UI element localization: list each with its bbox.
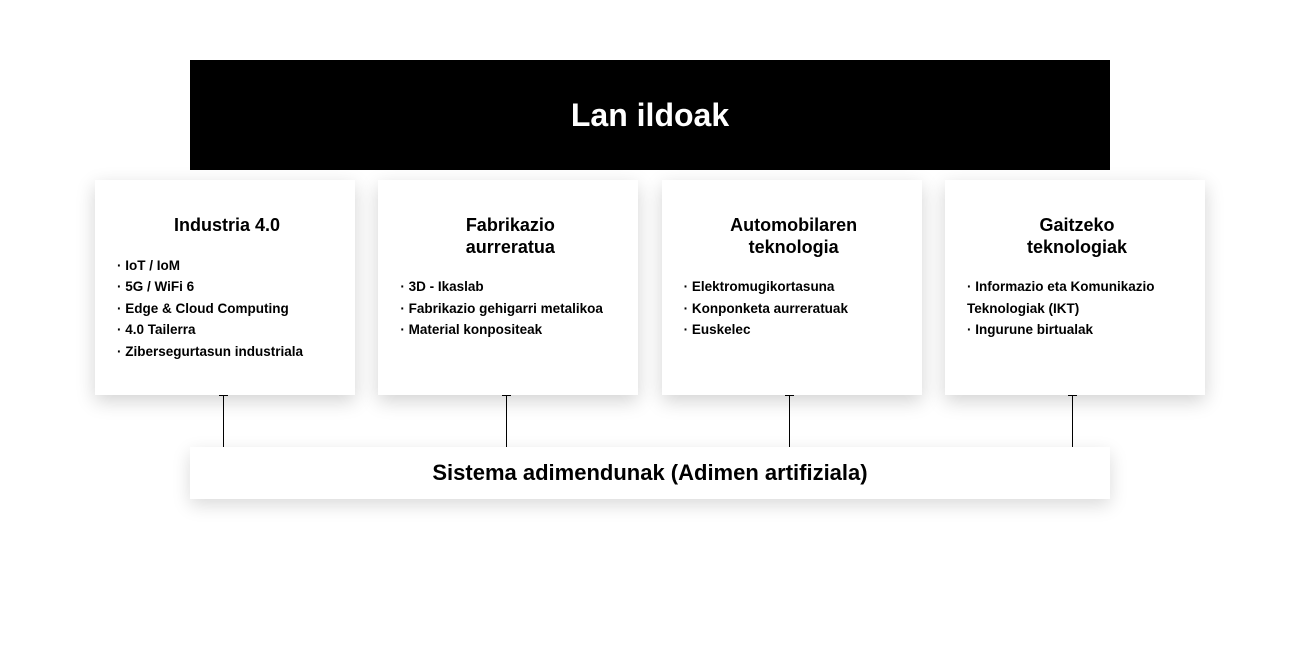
footer-box: Sistema adimendunak (Adimen artifiziala) — [190, 447, 1110, 499]
card-gaitzeko: Gaitzeko teknologiak Informazio eta Komu… — [945, 180, 1205, 395]
connector-line — [789, 395, 790, 447]
card-title: Automobilaren teknologia — [684, 215, 904, 258]
card-title: Industria 4.0 — [117, 215, 337, 237]
card-fabrikazio: Fabrikazio aurreratua 3D - Ikaslab Fabri… — [378, 180, 638, 395]
card-title: Gaitzeko teknologiak — [967, 215, 1187, 258]
bullet: Elektromugikortasuna — [684, 276, 904, 298]
footer-text: Sistema adimendunak (Adimen artifiziala) — [432, 460, 867, 486]
connector-line — [506, 395, 507, 447]
bullet: 3D - Ikaslab — [400, 276, 620, 298]
bullet: 4.0 Tailerra — [117, 319, 337, 341]
bullet: Zibersegurtasun industriala — [117, 341, 337, 363]
header-box: Lan ildoak — [190, 60, 1110, 170]
connector-tick — [785, 395, 794, 396]
connector-tick — [1068, 395, 1077, 396]
bullet: IoT / IoM — [117, 255, 337, 277]
bullet: Euskelec — [684, 319, 904, 341]
header-title: Lan ildoak — [571, 97, 729, 134]
bullet: 5G / WiFi 6 — [117, 276, 337, 298]
card-items: Elektromugikortasuna Konponketa aurrerat… — [684, 276, 904, 341]
card-items: IoT / IoM 5G / WiFi 6 Edge & Cloud Compu… — [117, 255, 337, 363]
bullet: Konponketa aurreratuak — [684, 298, 904, 320]
bullet: Ingurune birtualak — [967, 319, 1187, 341]
card-items: Informazio eta Komunikazio Teknologiak (… — [967, 276, 1187, 341]
connector-tick — [219, 395, 228, 396]
bullet: Edge & Cloud Computing — [117, 298, 337, 320]
connector-tick — [502, 395, 511, 396]
bullet: Informazio eta Komunikazio Teknologiak (… — [967, 276, 1187, 319]
card-industria-40: Industria 4.0 IoT / IoM 5G / WiFi 6 Edge… — [95, 180, 355, 395]
bullet: Fabrikazio gehigarri metalikoa — [400, 298, 620, 320]
connector-line — [223, 395, 224, 447]
bullet: Material konpositeak — [400, 319, 620, 341]
card-automobil: Automobilaren teknologia Elektromugikort… — [662, 180, 922, 395]
card-title: Fabrikazio aurreratua — [400, 215, 620, 258]
cards-row: Industria 4.0 IoT / IoM 5G / WiFi 6 Edge… — [95, 180, 1205, 395]
card-items: 3D - Ikaslab Fabrikazio gehigarri metali… — [400, 276, 620, 341]
connector-line — [1072, 395, 1073, 447]
